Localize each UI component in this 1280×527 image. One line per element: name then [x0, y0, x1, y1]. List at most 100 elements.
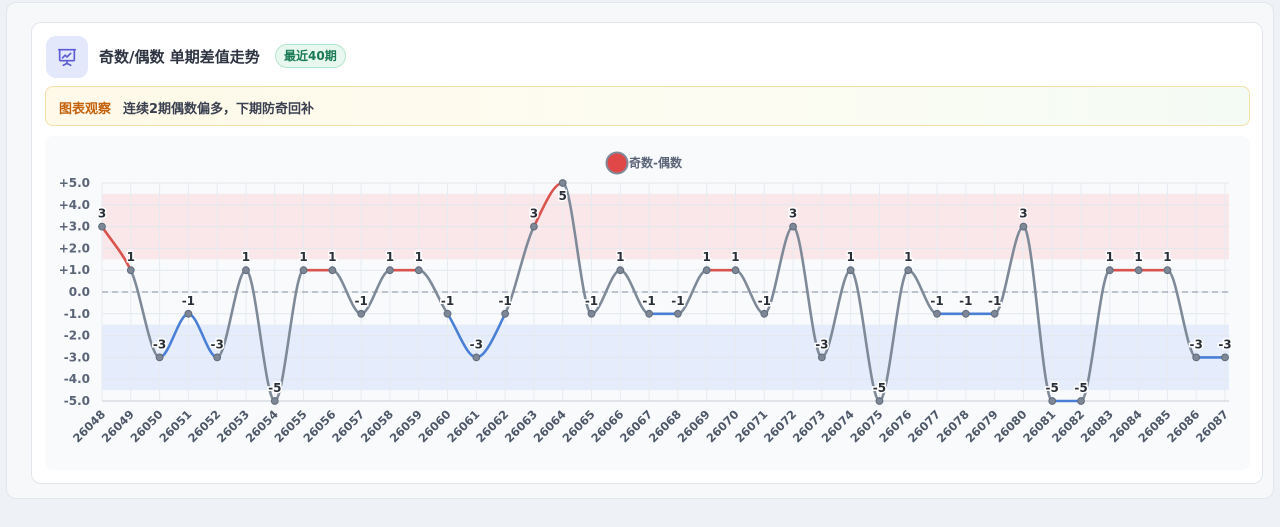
- data-point: [1105, 266, 1114, 275]
- data-label: -3: [1218, 337, 1231, 351]
- data-point: [530, 222, 538, 231]
- data-label: 1: [731, 250, 739, 264]
- data-label: 1: [1106, 250, 1114, 264]
- data-label: 5: [559, 189, 567, 203]
- y-tick-label: +4.0: [59, 198, 90, 212]
- data-point: [702, 266, 711, 275]
- data-label: -1: [354, 294, 367, 308]
- data-label: -1: [642, 294, 655, 308]
- series-line-segment: [1022, 225, 1054, 403]
- data-point: [990, 309, 999, 318]
- data-point: [1077, 397, 1085, 405]
- difference-trend-chart: +5.0 +4.0 +3.0 +2.0 +1.0 0.0 -1.0 -2.0 -3.0 -4.0 -…: [59, 151, 1233, 445]
- data-point: [760, 309, 769, 318]
- y-tick-label: +1.0: [59, 263, 90, 277]
- data-label: 1: [328, 250, 336, 264]
- period-badge: 最近40期: [275, 44, 346, 68]
- data-label: 1: [703, 250, 711, 264]
- y-tick-label: -1.0: [64, 307, 90, 321]
- data-label: -1: [988, 294, 1001, 308]
- data-label: 1: [904, 250, 912, 264]
- data-label: -3: [815, 337, 828, 351]
- data-label: -1: [671, 294, 684, 308]
- series-line-segment: [1079, 268, 1112, 403]
- data-label: -1: [585, 294, 598, 308]
- data-label: -1: [182, 294, 195, 308]
- data-point: [616, 266, 625, 275]
- data-label: 1: [127, 250, 135, 264]
- y-tick-label: -4.0: [64, 372, 90, 386]
- data-label: 1: [1134, 250, 1142, 264]
- data-label: -3: [470, 337, 483, 351]
- series-line-segment: [849, 268, 881, 403]
- data-label: -5: [268, 381, 281, 395]
- data-label: 1: [616, 250, 624, 264]
- data-point: [357, 309, 366, 318]
- series-line-segment: [878, 268, 910, 403]
- data-point: [645, 309, 654, 318]
- data-point: [789, 222, 797, 231]
- data-point: [184, 309, 193, 318]
- data-label: -1: [758, 294, 771, 308]
- data-label: -3: [153, 337, 166, 351]
- series-line-segment: [1166, 268, 1198, 359]
- data-label: 3: [530, 207, 538, 221]
- page-container: 奇数/偶数 单期差值走势 最近40期 图表观察 连续2期偶数偏多，下期防奇回补 …: [6, 2, 1274, 499]
- data-point: [817, 353, 826, 362]
- trend-card: 奇数/偶数 单期差值走势 最近40期 图表观察 连续2期偶数偏多，下期防奇回补 …: [31, 22, 1263, 484]
- data-point: [1221, 353, 1229, 362]
- data-point: [1019, 222, 1028, 231]
- series-line-segment: [762, 225, 795, 316]
- data-label: 1: [299, 250, 307, 264]
- data-point: [213, 353, 222, 362]
- data-label: -5: [1046, 381, 1059, 395]
- insight-text: 连续2期偶数偏多，下期防奇回补: [123, 102, 315, 117]
- series-line-segment: [215, 268, 248, 359]
- series-line-segment: [791, 225, 824, 359]
- data-point: [155, 353, 164, 362]
- data-point: [386, 266, 394, 275]
- data-label: 3: [98, 207, 106, 221]
- data-point: [875, 397, 884, 405]
- data-point: [501, 309, 510, 318]
- y-tick-label: +5.0: [59, 176, 90, 190]
- series-line-segment: [561, 181, 593, 316]
- data-point: [961, 309, 970, 318]
- data-label: -5: [873, 381, 886, 395]
- data-point: [1192, 353, 1201, 362]
- data-point: [1048, 397, 1057, 405]
- card-title: 奇数/偶数 单期差值走势: [99, 48, 260, 66]
- data-point: [242, 266, 250, 275]
- data-point: [443, 309, 452, 318]
- data-point: [328, 266, 337, 275]
- presentation-chart-icon: [46, 36, 88, 78]
- y-tick-label: -2.0: [64, 329, 90, 343]
- data-point: [673, 309, 682, 318]
- data-label: 1: [242, 250, 250, 264]
- data-point: [1163, 266, 1172, 275]
- data-point: [299, 266, 308, 275]
- y-tick-label: -3.0: [64, 350, 90, 364]
- data-label: -1: [498, 294, 511, 308]
- data-point: [933, 309, 941, 318]
- y-tick-label: 0.0: [69, 285, 90, 299]
- y-tick-label: -5.0: [64, 394, 90, 408]
- series-line-segment: [244, 268, 277, 403]
- insight-banner: 图表观察 连续2期偶数偏多，下期防奇回补: [45, 86, 1250, 126]
- data-label: -1: [959, 294, 972, 308]
- data-label: -5: [1074, 381, 1087, 395]
- series-line-segment: [273, 268, 305, 403]
- legend-marker: [605, 151, 629, 175]
- data-point: [472, 353, 481, 362]
- x-tick-label: 26087: [1193, 407, 1231, 445]
- data-label: -3: [1190, 337, 1203, 351]
- data-label: 3: [789, 207, 797, 221]
- series-line-segment: [503, 225, 536, 316]
- data-label: -1: [441, 294, 454, 308]
- data-point: [558, 179, 567, 187]
- data-label: 1: [386, 250, 394, 264]
- series-line-segment: [100, 225, 133, 272]
- data-point: [731, 266, 740, 275]
- data-label: 3: [1019, 207, 1027, 221]
- data-point: [270, 397, 279, 405]
